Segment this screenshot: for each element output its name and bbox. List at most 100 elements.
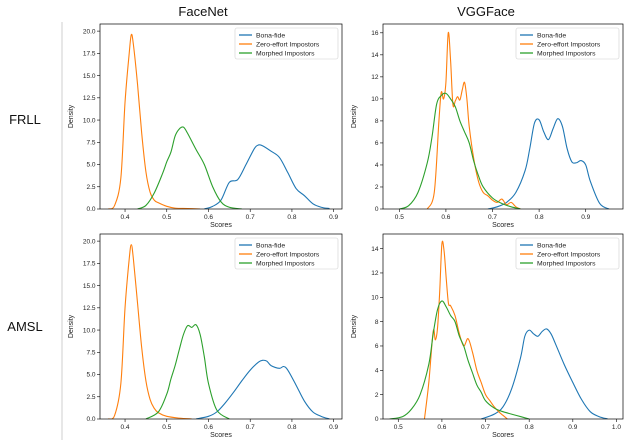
y-axis-label: Density [351, 104, 358, 128]
y-tick-label: 12.5 [83, 95, 96, 102]
series-line-zero-effort-impostors [108, 244, 192, 419]
x-tick-label: 0.5 [162, 214, 171, 221]
y-axis-label: Density [68, 314, 75, 338]
x-tick-label: 0.7 [246, 214, 255, 221]
x-tick-label: 0.6 [437, 424, 446, 431]
legend-box [515, 237, 620, 270]
x-tick-label: 0.6 [204, 214, 213, 221]
series-line-morphed-impostors [137, 126, 242, 209]
y-tick-label: 14 [371, 246, 379, 253]
panel-amsl-vggface: 0.5 0.6 0.7 0.8 0.9 1.0 0 2 4 6 8 10 12 14 Scores Densi… [351, 233, 624, 439]
legend-box [515, 27, 620, 60]
x-tick-label: 0.6 [441, 214, 450, 221]
x-tick-label: 0.5 [394, 424, 403, 431]
legend-label: Morphed Impostors [256, 50, 315, 57]
series-line-morphed-impostors [145, 323, 230, 419]
y-tick-label: 8 [375, 118, 379, 125]
y-tick-label: 12 [371, 270, 379, 277]
legend-label: Zero-effort Impostors [256, 41, 320, 48]
y-tick-label: 20.0 [83, 28, 96, 35]
y-tick-label: 10 [371, 294, 379, 301]
panel-frll-vggface: 0.5 0.6 0.7 0.8 0.9 0 2 4 6 8 10 12 14 16 Scores Densit… [351, 23, 624, 229]
y-tick-label: 7.5 [86, 349, 95, 356]
y-tick-label: 4 [375, 368, 379, 375]
legend-box [234, 27, 339, 60]
panel-frll-facenet: 0.4 0.5 0.6 0.7 0.8 0.9 0.0 2.5 5.0 7.5 10.0 12.5 15… [68, 23, 343, 229]
legend-label: Bona-fide [537, 32, 566, 39]
y-tick-label: 0.0 [86, 206, 95, 213]
col-title-facenet: FaceNet [178, 4, 228, 19]
x-tick-label: 0.8 [535, 214, 544, 221]
col-title-vggface: VGGFace [457, 4, 515, 19]
y-tick-label: 15.0 [83, 73, 96, 80]
y-tick-label: 14 [371, 52, 379, 59]
y-tick-label: 7.5 [86, 139, 95, 146]
y-tick-label: 17.5 [83, 51, 96, 58]
x-axis-label: Scores [492, 432, 514, 439]
x-tick-label: 0.5 [162, 424, 171, 431]
x-tick-label: 0.8 [287, 424, 296, 431]
plot-frame [99, 233, 343, 420]
x-tick-label: 0.4 [121, 214, 130, 221]
y-tick-label: 15.0 [83, 283, 96, 290]
x-axis-label: Scores [492, 222, 514, 229]
y-tick-label: 6 [375, 140, 379, 147]
x-tick-label: 0.9 [568, 424, 577, 431]
plot-frame [382, 23, 624, 210]
series-line-zero-effort-impostors [426, 31, 521, 209]
legend: Bona-fide Zero-effort Impostors Morphed Im… [515, 27, 620, 60]
y-tick-label: 0 [375, 206, 379, 213]
legend-label: Zero-effort Impostors [537, 41, 601, 48]
legend-label: Morphed Impostors [256, 260, 315, 267]
series-line-zero-effort-impostors [108, 33, 201, 209]
x-tick-label: 0.8 [525, 424, 534, 431]
panel-amsl-facenet: 0.4 0.5 0.6 0.7 0.8 0.9 0.0 2.5 5.0 7.5 10.0 12.5 15… [68, 233, 343, 439]
y-tick-label: 2 [375, 392, 379, 399]
y-tick-label: 10 [371, 96, 379, 103]
y-tick-label: 10.0 [83, 117, 96, 124]
y-tick-label: 12 [371, 74, 379, 81]
y-tick-label: 0 [375, 416, 379, 423]
y-tick-label: 2 [375, 184, 379, 191]
series-line-bona-fide [204, 144, 330, 209]
series-line-bona-fide [195, 359, 330, 419]
x-tick-label: 0.9 [329, 214, 338, 221]
x-axis-label: Scores [210, 432, 232, 439]
x-tick-label: 0.8 [287, 214, 296, 221]
series-line-morphed-impostors [389, 300, 530, 419]
y-tick-label: 8 [375, 319, 379, 326]
x-tick-label: 0.5 [395, 214, 404, 221]
plot-frame [99, 23, 343, 210]
y-axis-label: Density [68, 104, 75, 128]
y-tick-label: 6 [375, 343, 379, 350]
y-tick-label: 16 [371, 30, 379, 37]
x-axis-label: Scores [210, 222, 232, 229]
x-tick-label: 0.7 [488, 214, 497, 221]
legend-box [234, 237, 339, 270]
legend-label: Bona-fide [256, 242, 285, 249]
series-line-zero-effort-impostors [423, 240, 508, 419]
y-tick-label: 5.0 [86, 162, 95, 169]
y-tick-label: 5.0 [86, 372, 95, 379]
y-tick-label: 10.0 [83, 327, 96, 334]
series-line-bona-fide [487, 118, 610, 209]
y-tick-label: 12.5 [83, 305, 96, 312]
series-line-bona-fide [480, 328, 608, 419]
x-tick-label: 0.9 [581, 214, 590, 221]
legend-label: Morphed Impostors [537, 50, 596, 57]
series-line-morphed-impostors [399, 92, 521, 209]
x-tick-label: 0.7 [246, 424, 255, 431]
x-tick-label: 0.9 [329, 424, 338, 431]
y-axis-label: Density [351, 314, 358, 338]
legend: Bona-fide Zero-effort Impostors Morphed Im… [234, 237, 339, 270]
y-tick-label: 20.0 [83, 238, 96, 245]
legend-label: Zero-effort Impostors [537, 251, 601, 258]
row-label-amsl: AMSL [7, 319, 42, 334]
legend-label: Bona-fide [537, 242, 566, 249]
y-tick-label: 0.0 [86, 416, 95, 423]
x-tick-label: 0.6 [204, 424, 213, 431]
x-tick-label: 1.0 [612, 424, 621, 431]
legend: Bona-fide Zero-effort Impostors Morphed Im… [234, 27, 339, 60]
x-tick-label: 0.4 [121, 424, 130, 431]
